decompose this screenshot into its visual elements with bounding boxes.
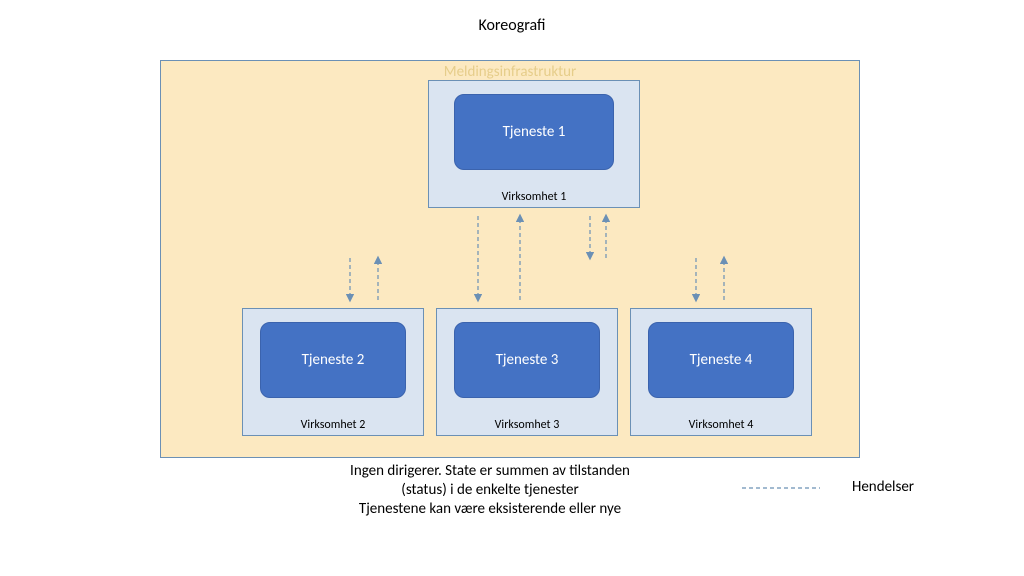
org-label-1: Virksomhet 1 <box>429 190 639 204</box>
service-box-2: Tjeneste 2 <box>260 322 406 398</box>
caption-text: Ingen dirigerer. State er summen av tils… <box>300 462 680 518</box>
org-label-4: Virksomhet 4 <box>631 418 811 432</box>
service-box-1: Tjeneste 1 <box>454 94 614 170</box>
org-label-2: Virksomhet 2 <box>243 418 423 432</box>
org-label-3: Virksomhet 3 <box>437 418 617 432</box>
diagram-title: Koreografi <box>0 16 1024 35</box>
service-box-3: Tjeneste 3 <box>454 322 600 398</box>
infrastructure-label: Meldingsinfrastruktur <box>161 63 859 81</box>
legend-label: Hendelser <box>852 478 914 496</box>
service-box-4: Tjeneste 4 <box>648 322 794 398</box>
